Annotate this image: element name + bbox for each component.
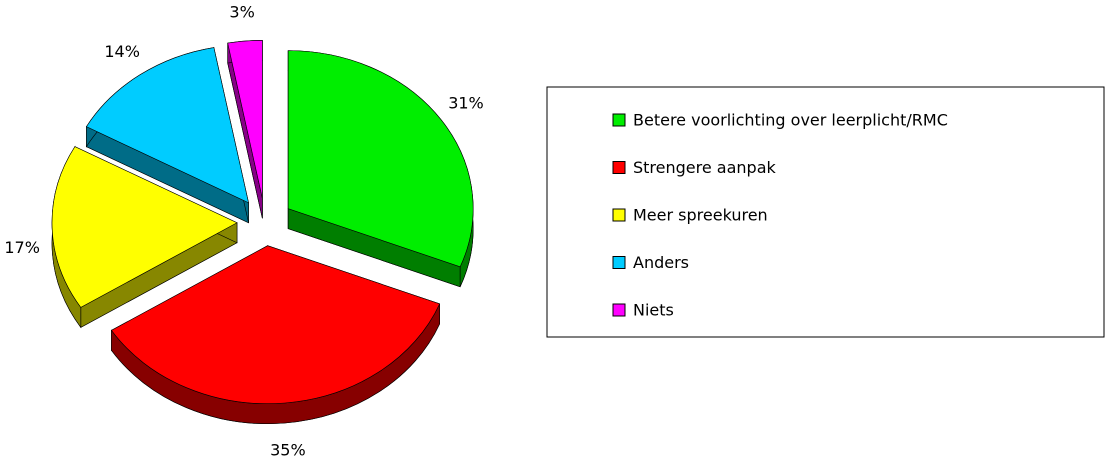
data-label: 17%: [4, 238, 40, 257]
slice: [51, 146, 238, 308]
legend-swatch: [612, 303, 626, 317]
data-label: 35%: [270, 440, 306, 459]
data-label: 31%: [448, 94, 484, 113]
slice: [227, 40, 263, 199]
slice: [85, 47, 249, 204]
slice: [287, 50, 474, 268]
data-label: 14%: [104, 42, 140, 61]
legend-swatch: [612, 161, 626, 174]
legend-box: [546, 86, 1105, 338]
legend-label: Meer spreekuren: [633, 206, 768, 225]
legend-label: Anders: [633, 253, 689, 272]
data-label: 3%: [229, 3, 254, 22]
legend-swatch: [612, 113, 626, 127]
slice: [110, 245, 441, 404]
legend-label: Niets: [633, 301, 674, 320]
legend-swatch: [612, 256, 626, 269]
legend-swatch: [612, 208, 626, 222]
legend-label: Betere voorlichting over leerplicht/RMC: [633, 111, 948, 130]
legend-label: Strengere aanpak: [633, 158, 777, 177]
